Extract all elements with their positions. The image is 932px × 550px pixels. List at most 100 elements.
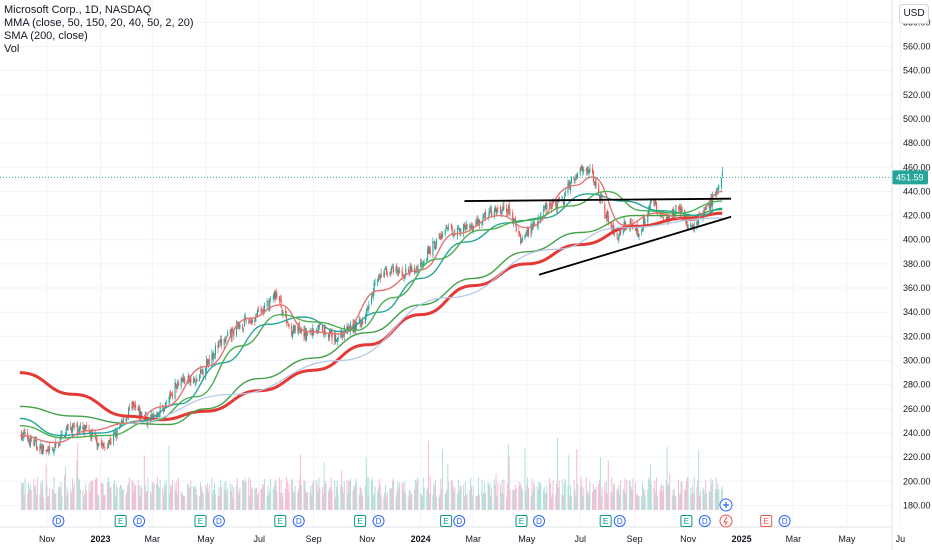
volume-bar [550, 497, 552, 510]
price-tick-label: 320.00 [903, 331, 931, 341]
candle-body [311, 329, 313, 336]
candle-body [579, 168, 581, 174]
candle-body [617, 237, 619, 240]
event-marker-label: D [296, 517, 302, 526]
volume-bar [619, 494, 621, 510]
earnings-marker[interactable] [440, 515, 453, 527]
event-marker-label: E [603, 517, 608, 526]
candle-body [515, 223, 517, 232]
dividend-marker[interactable] [372, 515, 385, 527]
volume-bar [392, 480, 394, 510]
candle-body [255, 316, 257, 322]
volume-bar [465, 494, 467, 510]
earnings-marker[interactable] [194, 515, 207, 527]
candle-body [211, 353, 213, 365]
volume-bar [151, 481, 153, 510]
volume-bar [24, 478, 26, 510]
candle-body [120, 424, 122, 427]
earnings-marker[interactable] [354, 515, 367, 527]
dividend-marker[interactable] [533, 515, 546, 527]
volume-bar [401, 482, 403, 510]
candle-body [263, 305, 266, 313]
earnings-marker[interactable] [114, 515, 127, 527]
volume-bar [488, 485, 490, 510]
candle-body [484, 211, 487, 220]
volume-bar [402, 483, 404, 510]
volume-bar [178, 477, 180, 510]
candle-body [490, 209, 492, 211]
trendlines[interactable] [464, 197, 732, 276]
dividend-marker[interactable] [698, 515, 711, 527]
volume-bar [181, 492, 183, 510]
last-price-tag[interactable] [892, 170, 928, 185]
volume-bar [555, 494, 557, 510]
lightning-event-icon[interactable] [719, 514, 733, 528]
dividend-marker[interactable] [453, 515, 466, 527]
chart-tools[interactable] [719, 498, 733, 528]
candle-body [305, 329, 307, 339]
dividend-marker[interactable] [613, 515, 626, 527]
volume-bar [570, 485, 572, 510]
candle-body [242, 326, 244, 329]
volume-bar [121, 490, 123, 510]
dividend-marker[interactable] [292, 515, 305, 527]
dividend-marker[interactable] [212, 515, 225, 527]
volume-bar [330, 477, 332, 510]
volume-bar [405, 493, 407, 510]
earnings-marker[interactable] [515, 515, 528, 527]
price-tick-label: 560.00 [903, 42, 931, 52]
volume-bar [384, 492, 386, 510]
volume-bar [429, 476, 431, 510]
dividend-marker[interactable] [133, 515, 146, 527]
volume-bar [33, 478, 35, 510]
volume-bar [538, 482, 540, 510]
candle-body [337, 337, 339, 340]
volume-indicator-label[interactable]: Vol [4, 43, 20, 55]
earnings-marker[interactable] [274, 515, 287, 527]
candle-body [152, 415, 154, 417]
volume-bar [233, 487, 235, 510]
time-axis[interactable]: Nov 2023 Mar May Jul Sep Nov 2024 Mar May Jul Sep No… [0, 526, 905, 544]
candle-body [59, 436, 61, 444]
candle-body [575, 175, 577, 178]
volume-bar [675, 496, 677, 510]
volume-bar [536, 486, 538, 510]
candle-body [70, 426, 72, 431]
currency-button[interactable]: USD [899, 4, 929, 24]
price-axis[interactable]: 180.00 200.00 220.00 240.00 260.00 280.00 300.… [891, 0, 931, 550]
candle-body [564, 191, 566, 196]
last-price-line: 451.59 [0, 170, 928, 185]
dividend-marker[interactable] [52, 515, 65, 527]
future-earnings-marker[interactable] [760, 515, 773, 527]
volume-bar [319, 487, 321, 510]
candle-body [220, 339, 222, 342]
candle-body [711, 196, 713, 206]
volume-bar [483, 492, 485, 510]
candle-body [321, 326, 323, 332]
candle-body [256, 315, 258, 317]
event-marker-label: D [56, 517, 62, 526]
sma-indicator-label[interactable]: SMA (200, close) [4, 30, 88, 42]
volume-bar [556, 437, 558, 510]
event-marker-label: D [782, 517, 788, 526]
event-marker-label: D [617, 517, 623, 526]
candle-body [42, 445, 45, 452]
earnings-marker[interactable] [680, 515, 693, 527]
mma-indicator-label[interactable]: MMA (close, 50, 150, 20, 40, 50, 2, 20) [4, 17, 194, 29]
candle-body [595, 181, 597, 186]
trendline[interactable] [538, 215, 732, 276]
volume-bar [377, 490, 379, 510]
dividend-marker[interactable] [778, 515, 791, 527]
volume-bar [146, 490, 148, 510]
volume-bar [190, 480, 192, 510]
volume-bar [21, 482, 23, 510]
candle-body [427, 248, 429, 261]
candle-body [273, 292, 275, 298]
candle-body [466, 224, 468, 229]
symbol-title[interactable]: Microsoft Corp., 1D, NASDAQ [4, 4, 152, 16]
volume-bar [219, 495, 221, 510]
trendline[interactable] [464, 197, 732, 202]
earnings-marker[interactable] [599, 515, 612, 527]
